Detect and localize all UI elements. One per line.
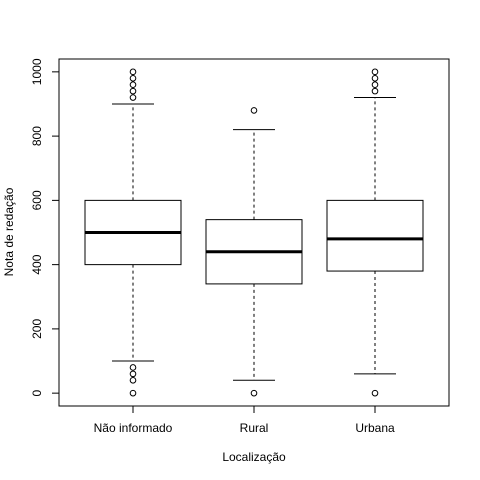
outlier-point [371,68,379,76]
y-tick-label-600: 600 [30,190,44,210]
outlier-point [129,376,137,384]
y-axis: 0 200 400 600 800 1000 [30,58,59,396]
boxes [84,68,424,397]
outlier-point [129,68,137,76]
x-axis-label: Localização [222,450,286,464]
outlier-point [129,81,137,89]
x-axis: Não informado Rural Urbana [94,406,395,435]
y-tick-label-400: 400 [30,254,44,274]
outlier-point [129,370,137,378]
x-tick-label-1: Não informado [94,421,173,435]
outlier-point [371,81,379,89]
y-tick-label-0: 0 [30,389,44,396]
outlier-point [129,87,137,95]
outlier-point [371,74,379,82]
y-tick-label-1000: 1000 [30,58,44,85]
outlier-point [250,389,258,397]
outlier-point [129,74,137,82]
outlier-point [371,389,379,397]
y-tick-label-200: 200 [30,319,44,339]
box-2 [205,107,303,397]
y-axis-label: Nota de redação [2,187,16,276]
box-1 [84,68,182,397]
outlier-point [371,87,379,95]
x-tick-label-3: Urbana [355,421,395,435]
box-3 [326,68,424,397]
outlier-point [129,364,137,371]
x-tick-label-2: Rural [240,421,269,435]
outlier-point [129,94,137,101]
outlier-point [129,389,137,397]
y-tick-label-800: 800 [30,126,44,146]
iqr-box [326,199,424,272]
outlier-point [250,107,258,114]
